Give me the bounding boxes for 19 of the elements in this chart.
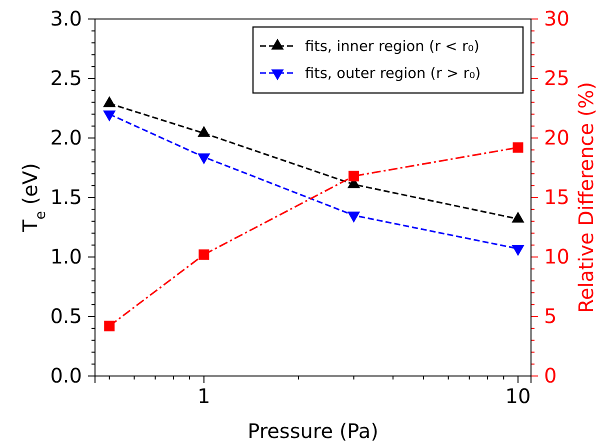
y-tick-label: 1.5 xyxy=(50,184,82,209)
y2-tick-label: 15 xyxy=(544,184,570,209)
y2-tick-label: 10 xyxy=(544,244,570,268)
y2-tick-label: 0 xyxy=(544,363,557,388)
legend-label: fits, outer region (r > r₀) xyxy=(305,66,481,82)
y2-tick-label: 30 xyxy=(544,6,570,30)
legend-label: fits, inner region (r < r₀) xyxy=(305,39,480,55)
y-tick-label: 3.0 xyxy=(50,6,82,30)
y-tick-label: 2.5 xyxy=(50,66,82,90)
y2-tick-label: 5 xyxy=(544,304,557,328)
y-tick-label: 0.5 xyxy=(50,304,82,328)
y-tick-label: 1.0 xyxy=(50,244,82,268)
y-tick-label: 2.0 xyxy=(50,125,82,150)
x-axis-title: Pressure (Pa) xyxy=(248,419,378,443)
y2-tick-label: 20 xyxy=(544,125,570,150)
y2-tick-label: 25 xyxy=(544,66,570,90)
y2-axis-title: Relative Difference (%) xyxy=(574,82,598,314)
x-tick-label: 1 xyxy=(198,384,210,408)
y-tick-label: 0.0 xyxy=(50,363,82,388)
